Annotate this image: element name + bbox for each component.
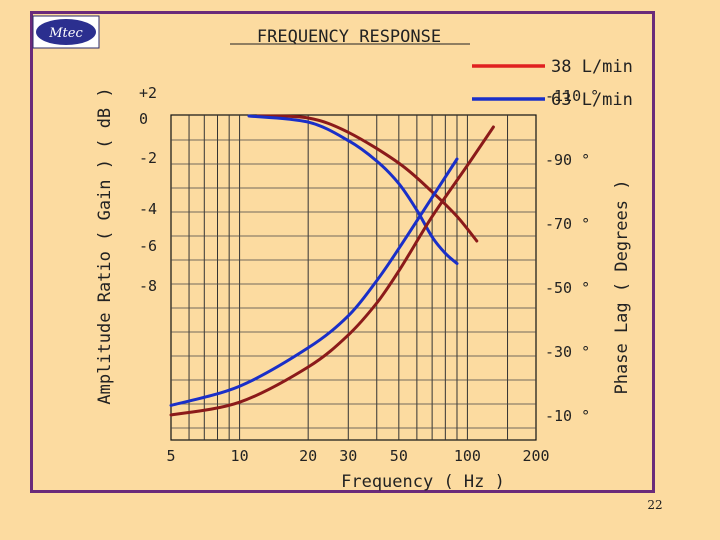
y-right-tick-label: -110 ° (545, 87, 599, 105)
x-tick-label: 10 (231, 447, 249, 465)
y-right-tick-label: -70 ° (545, 215, 590, 233)
y-left-tick-label: -8 (139, 277, 157, 295)
right-axis-ticks: -110 ° -90 ° -70 ° -50 ° -30 ° -10 ° (545, 87, 599, 425)
series-line-0 (256, 114, 479, 243)
chart-title: FREQUENCY RESPONSE (257, 27, 441, 47)
mtec-logo: Mtec (32, 15, 100, 49)
y-right-tick-label: -10 ° (545, 407, 590, 425)
series-line-1 (247, 114, 459, 265)
x-axis-label: Frequency ( Hz ) (341, 472, 505, 492)
y-left-tick-label: -4 (139, 200, 157, 218)
x-tick-label: 50 (390, 447, 408, 465)
y-axis-left-label: Amplitude Ratio ( Gain ) ( dB ) (95, 87, 115, 404)
grid (170, 114, 537, 441)
legend-label: 38 L/min (551, 57, 633, 77)
series-line-3 (169, 157, 459, 407)
legend-label: 63 L/min (551, 90, 633, 110)
y-right-tick-label: -30 ° (545, 343, 590, 361)
logo-text: Mtec (48, 26, 83, 41)
x-tick-label: 100 (454, 447, 481, 465)
chart-frame (30, 11, 655, 493)
x-tick-label: 5 (166, 447, 175, 465)
series-group (169, 114, 495, 417)
y-right-tick-label: -90 ° (545, 151, 590, 169)
y-left-tick-label: -2 (139, 149, 157, 167)
plot-border (170, 114, 537, 441)
y-left-tick-label: -6 (139, 237, 157, 255)
legend: 38 L/min 63 L/min (472, 57, 633, 110)
x-tick-label: 200 (522, 447, 549, 465)
slide-number: 22 (647, 498, 663, 512)
series-line-2 (169, 125, 495, 417)
x-tick-label: 20 (299, 447, 317, 465)
x-tick-label: 30 (339, 447, 357, 465)
left-axis-ticks: +2 0 -2 -4 -6 -8 (139, 84, 157, 295)
x-axis-ticks: 5 10 20 30 50 100 200 (166, 447, 549, 465)
y-left-tick-label: 0 (139, 110, 148, 128)
y-right-tick-label: -50 ° (545, 279, 590, 297)
y-left-tick-label: +2 (139, 84, 157, 102)
y-axis-right-label: Phase Lag ( Degrees ) (612, 180, 632, 395)
